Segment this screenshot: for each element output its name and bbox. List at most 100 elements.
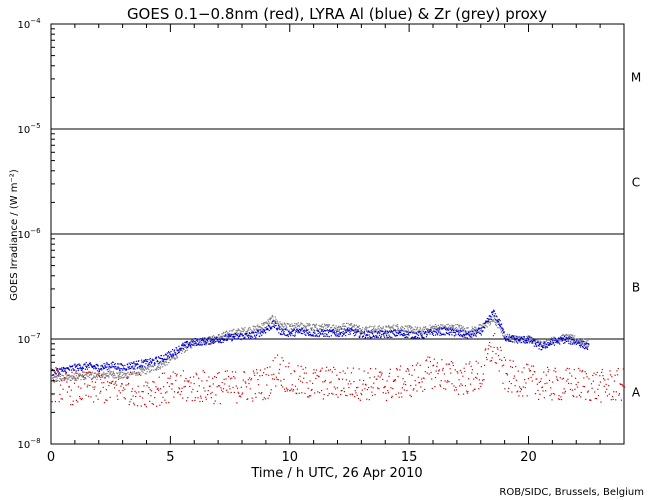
data-point [224,332,226,334]
data-point [263,329,265,331]
data-point [315,377,317,380]
data-point [376,336,378,338]
data-point [556,378,558,380]
data-point [69,395,71,397]
data-point [497,323,499,326]
data-point [610,399,612,401]
data-point [361,330,363,333]
data-point [99,392,101,394]
data-point [338,335,340,337]
data-point [154,391,156,394]
data-point [308,329,310,331]
data-point [80,398,83,401]
data-point [328,330,330,332]
data-point [404,325,406,327]
data-point [458,335,461,337]
data-point [461,326,463,329]
data-point [157,365,159,368]
data-point [261,334,263,336]
data-point [86,373,88,375]
data-point [413,388,415,390]
data-point [324,379,326,382]
data-point [103,402,106,404]
data-point [483,326,486,329]
data-point [474,388,476,390]
data-point [262,324,264,326]
data-point [565,334,567,337]
data-point [505,336,508,339]
data-point [537,389,539,392]
data-point [180,349,182,351]
data-point [522,338,524,340]
data-point [140,369,142,371]
data-point [100,390,102,392]
data-point [391,395,393,397]
data-point [277,327,279,329]
data-point [76,372,78,374]
data-point [335,331,338,333]
data-point [382,333,384,336]
data-point [470,336,472,338]
data-point [323,330,325,332]
data-point [533,345,535,347]
data-point [117,372,119,375]
data-point [474,329,476,331]
data-point [211,341,213,343]
data-point [498,318,500,320]
data-point [58,373,60,375]
data-point [559,343,561,345]
data-point [339,371,341,374]
data-point [297,322,299,324]
data-point [481,324,483,327]
data-point [469,333,471,335]
data-point [259,369,262,371]
data-point [398,332,400,334]
data-point [410,337,412,339]
data-point [113,377,115,379]
data-point [557,337,560,339]
data-point [69,379,71,381]
data-point [539,342,541,344]
data-point [91,365,93,367]
data-point [249,337,252,340]
data-point [512,360,514,362]
data-point [242,328,244,330]
data-point [160,392,162,394]
data-point [473,378,475,380]
data-point [271,316,273,318]
data-point [134,372,136,374]
data-point [119,369,121,371]
data-point [172,353,174,355]
data-point [332,393,334,395]
data-point [330,381,332,383]
data-point [583,385,586,388]
data-point [405,325,407,327]
data-point [95,363,97,366]
data-point [80,379,82,381]
data-point [586,348,589,350]
data-point [342,330,344,333]
data-point [254,325,256,328]
data-point [582,340,584,342]
data-point [353,325,355,327]
data-point [588,378,590,380]
data-point [141,370,143,372]
data-point [87,373,89,375]
data-point [467,391,469,393]
data-point [358,336,361,339]
data-point [51,368,53,370]
data-point [360,392,362,395]
data-point [119,372,122,374]
data-point [296,388,298,390]
data-point [394,329,396,331]
data-point [354,329,356,331]
data-point [565,369,567,371]
data-point [111,366,113,368]
data-point [313,369,315,371]
data-point [105,399,107,401]
data-point [267,327,269,330]
data-point [407,327,409,329]
data-point [458,324,460,327]
data-point [98,374,100,376]
data-point [146,361,149,363]
